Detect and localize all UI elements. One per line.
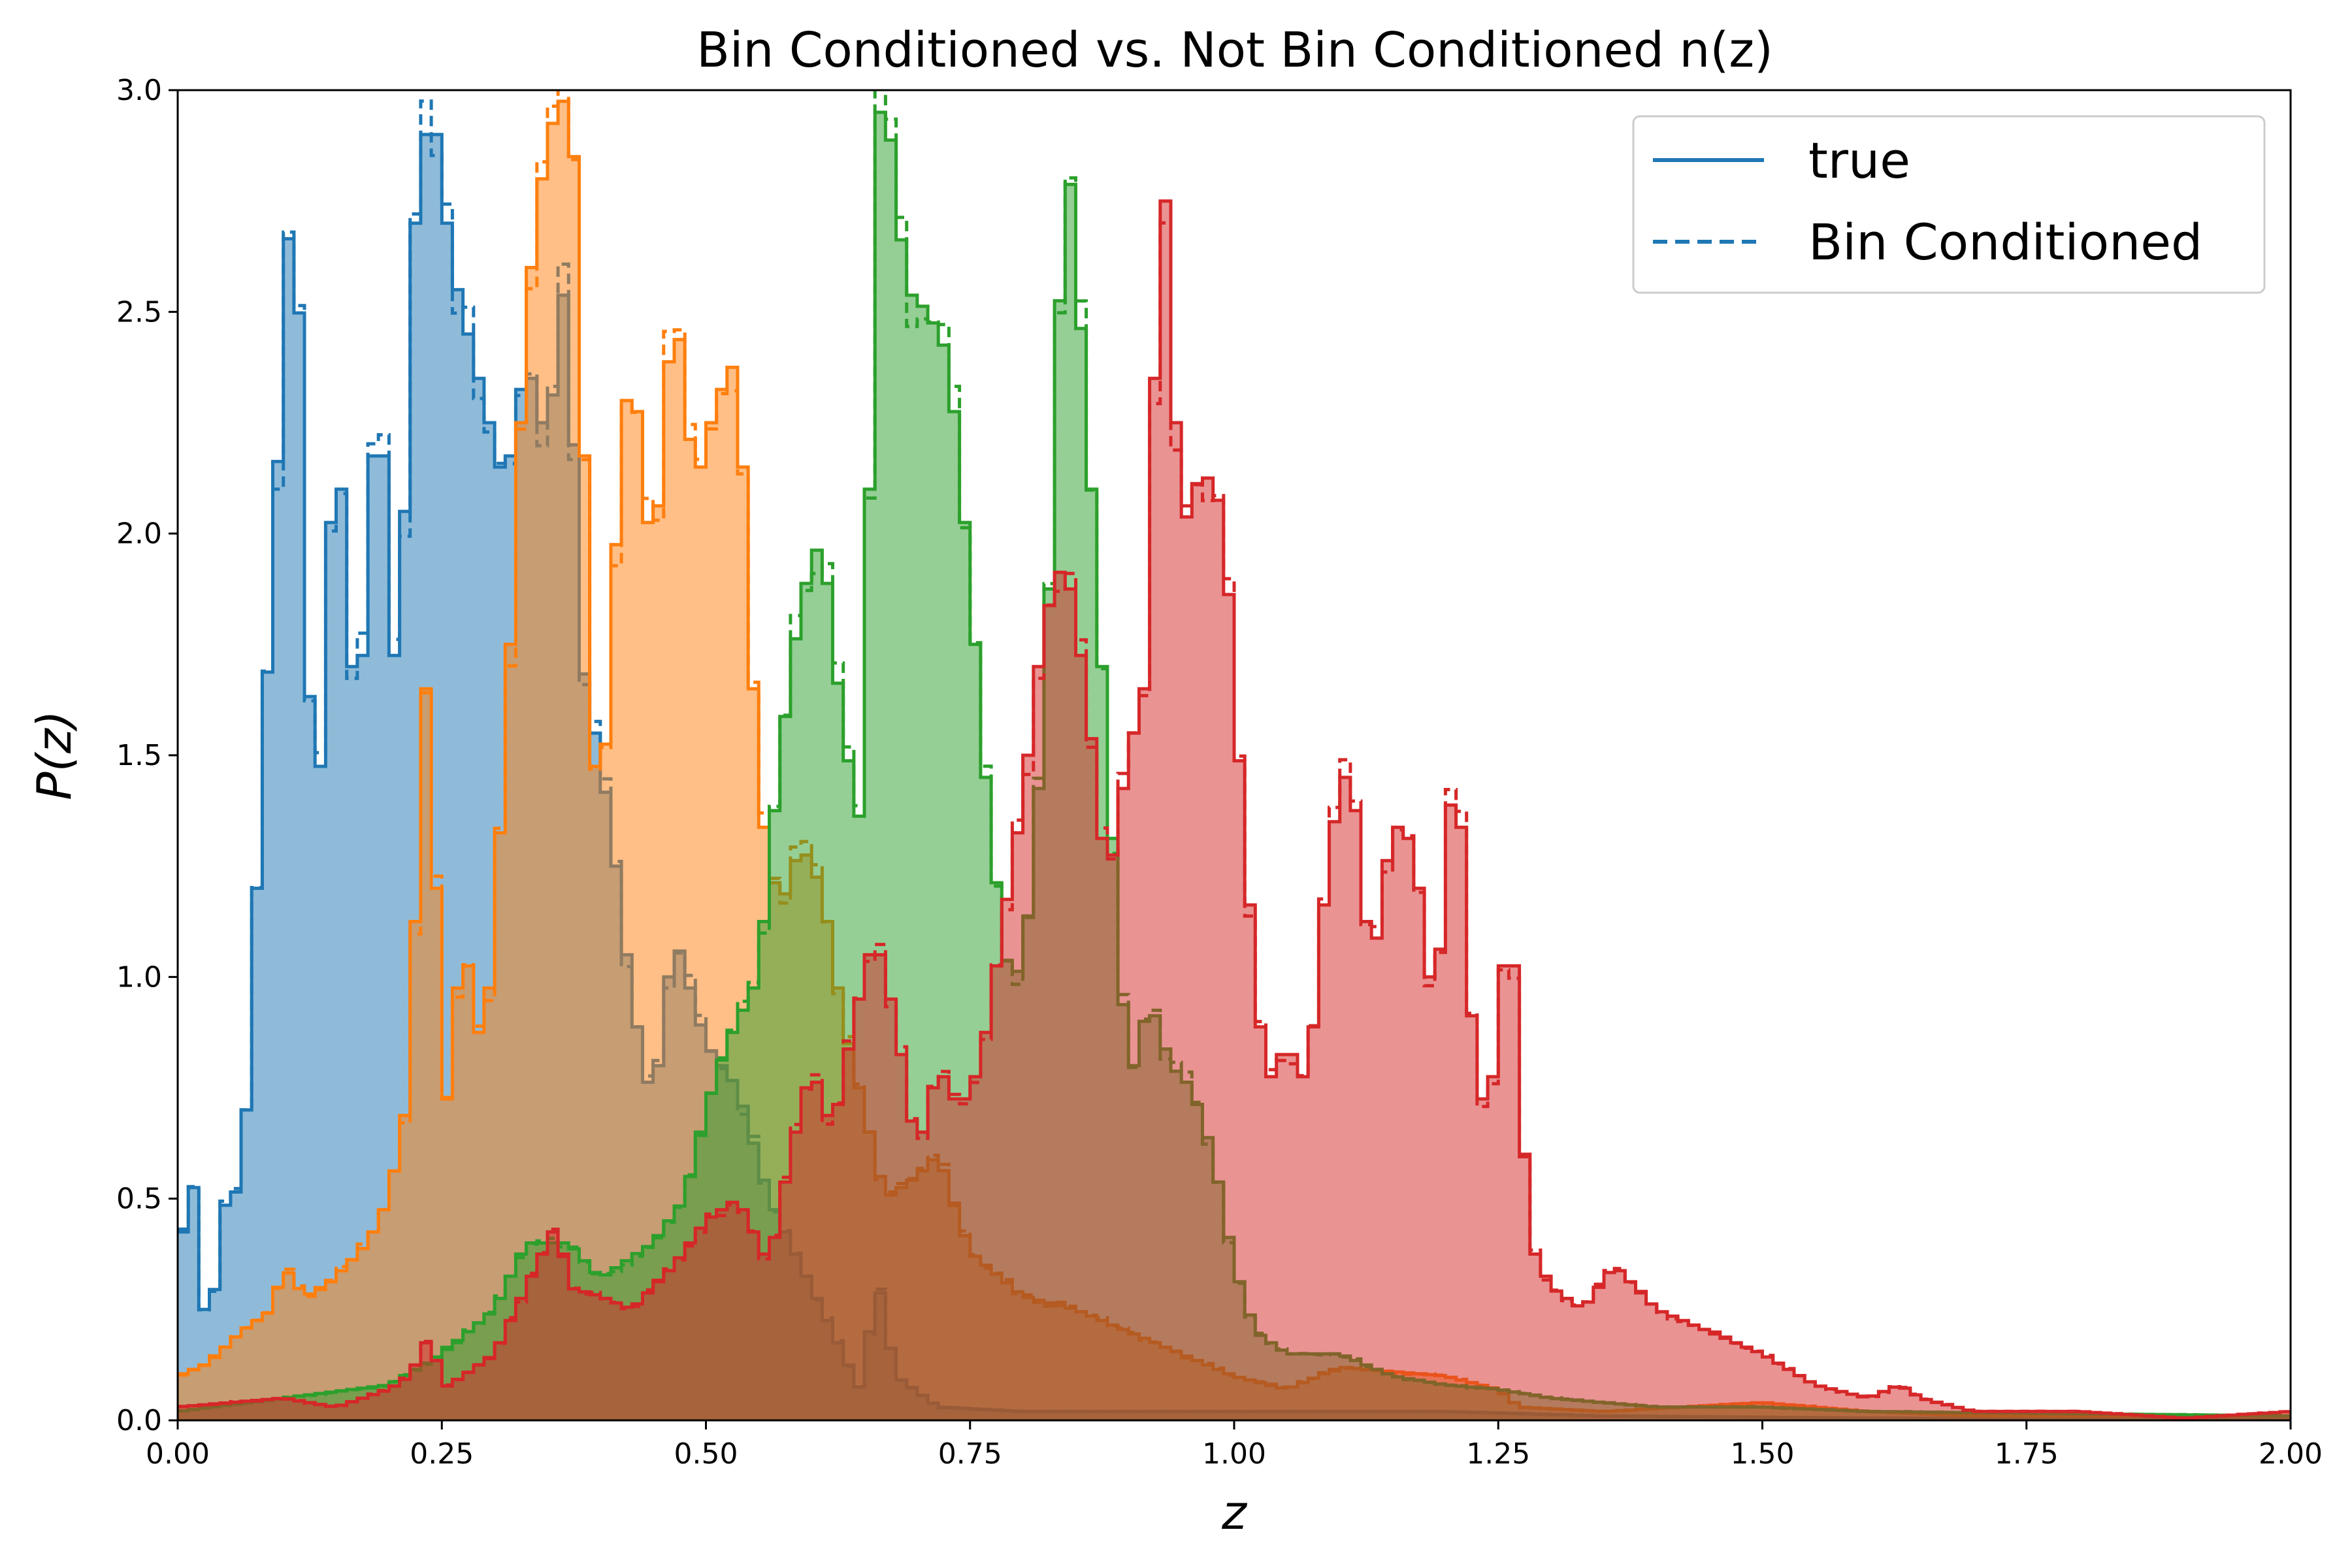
legend: true Bin Conditioned bbox=[1632, 115, 2266, 294]
x-tick-label: 0.75 bbox=[938, 1437, 1002, 1471]
legend-label-true: true bbox=[1808, 131, 1910, 189]
x-tick-label: 0.25 bbox=[410, 1437, 474, 1471]
y-tick-label: 2.5 bbox=[116, 295, 162, 329]
x-tick-label: 0.00 bbox=[146, 1437, 210, 1471]
y-axis-label: P(z) bbox=[27, 710, 82, 800]
legend-label-bin-conditioned: Bin Conditioned bbox=[1808, 213, 2202, 271]
y-tick-label: 0.5 bbox=[116, 1183, 162, 1216]
chart-title: Bin Conditioned vs. Not Bin Conditioned … bbox=[696, 22, 1773, 78]
series-3-fill bbox=[178, 201, 2291, 1420]
y-axis: 0.0 0.5 1.0 1.5 2.0 2.5 3.0 bbox=[116, 74, 178, 1437]
y-tick-label: 1.5 bbox=[116, 739, 162, 772]
histogram-series-layer bbox=[178, 90, 2291, 1420]
y-tick-label: 0.0 bbox=[116, 1404, 162, 1437]
x-tick-label: 1.75 bbox=[1995, 1437, 2059, 1471]
x-axis-label: z bbox=[1221, 1485, 1248, 1540]
legend-box bbox=[1632, 115, 2266, 294]
x-tick-label: 2.00 bbox=[2259, 1437, 2323, 1471]
x-tick-label: 1.25 bbox=[1466, 1437, 1530, 1471]
x-tick-label: 0.50 bbox=[674, 1437, 738, 1471]
y-tick-label: 3.0 bbox=[116, 74, 162, 107]
x-tick-label: 1.00 bbox=[1202, 1437, 1266, 1471]
x-axis: 0.00 0.25 0.50 0.75 1.00 1.25 1.50 1.75 2.00 bbox=[146, 1420, 2323, 1471]
series-3-group bbox=[178, 199, 2291, 1420]
series-3-true-line bbox=[178, 199, 2291, 1420]
x-tick-label: 1.50 bbox=[1731, 1437, 1795, 1471]
y-tick-label: 1.0 bbox=[116, 960, 162, 994]
y-tick-label: 2.0 bbox=[116, 517, 162, 551]
